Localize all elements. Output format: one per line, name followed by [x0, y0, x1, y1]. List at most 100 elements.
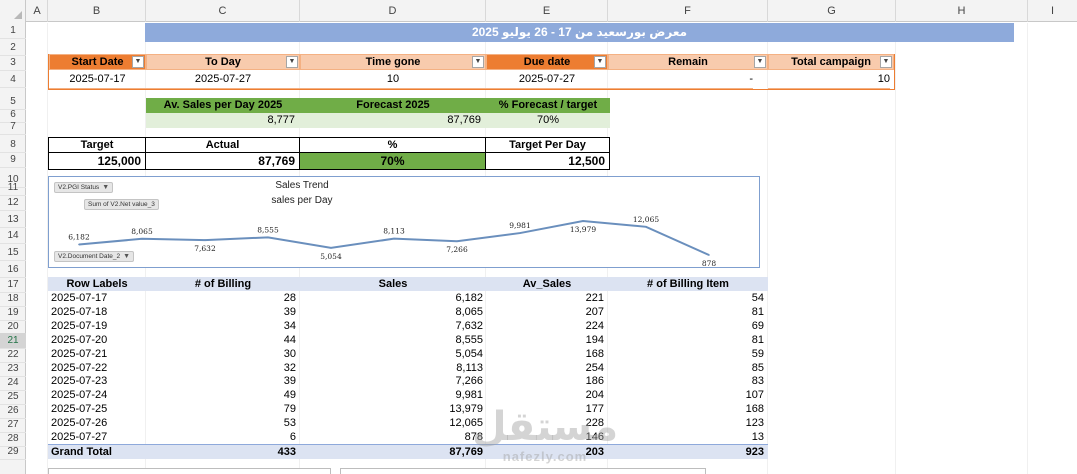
pivot-row-sales[interactable]: 8,065 [455, 305, 483, 318]
row-header-12[interactable]: 12 [0, 195, 26, 211]
grand-total-billing-item[interactable]: 923 [745, 446, 764, 458]
pivot-row-billing-item[interactable]: 168 [745, 403, 764, 416]
pivot-row-billing[interactable]: 79 [283, 403, 296, 416]
column-header-i[interactable]: I [1050, 5, 1055, 17]
pivot-row-billing-item[interactable]: 13 [751, 431, 764, 443]
filter-dropdown-icon[interactable]: ▼ [594, 56, 606, 68]
column-header-b[interactable]: B [48, 0, 146, 22]
actual-value[interactable]: 87,769 [145, 152, 300, 170]
row-header-22[interactable]: 22 [0, 347, 26, 363]
pivot-row-sales[interactable]: 7,266 [455, 375, 483, 388]
column-header-d[interactable]: D [300, 0, 486, 22]
pivot-row-date[interactable]: 2025-07-25 [51, 403, 108, 416]
pivot-row-billing-item[interactable]: 85 [751, 361, 764, 374]
column-header-e[interactable]: E [486, 0, 608, 22]
pivot-row-date[interactable]: 2025-07-24 [51, 389, 108, 402]
pivot-row-sales[interactable]: 9,981 [455, 389, 483, 402]
pivot-row-billing[interactable]: 30 [283, 347, 296, 360]
pivot-row-date[interactable]: 2025-07-19 [51, 319, 108, 332]
time-gone-value[interactable]: 10 [300, 70, 486, 89]
grand-total-sales[interactable]: 87,769 [449, 446, 483, 458]
row-header-11[interactable]: 11 [0, 180, 26, 196]
chart-filter-field-button[interactable]: V2.PGI Status ▼ [54, 182, 114, 193]
row-header-10[interactable]: 10 [0, 172, 26, 188]
row-header-4[interactable]: 4 [0, 72, 26, 88]
pivot-row-date[interactable]: 2025-07-27 [51, 431, 108, 443]
pivot-header-billing[interactable]: # of Billing [194, 278, 252, 290]
pivot-row-date[interactable]: 2025-07-21 [51, 347, 108, 360]
pivot-row-date[interactable]: 2025-07-18 [51, 305, 108, 318]
filter-dropdown-icon[interactable]: ▼ [754, 56, 766, 68]
column-header-f[interactable]: F [608, 0, 768, 22]
row-header-15[interactable]: 15 [0, 245, 26, 261]
row-header-2[interactable]: 2 [0, 40, 26, 56]
chart-axis-field-button[interactable]: V2.Document Date_2 ▼ [54, 251, 135, 262]
pivot-row-date[interactable]: 2025-07-20 [51, 333, 108, 346]
column-header-a[interactable]: A [27, 0, 48, 22]
row-header-23[interactable]: 23 [0, 361, 26, 377]
pivot-row-sales[interactable]: 8,555 [455, 333, 483, 346]
pivot-row-av-sales[interactable]: 177 [585, 403, 604, 416]
pivot-header-billing-item[interactable]: # of Billing Item [647, 278, 729, 290]
avg-sales-value[interactable]: 8,777 [146, 113, 300, 128]
pivot-row-sales[interactable]: 13,979 [449, 403, 483, 416]
grand-total-billing[interactable]: 433 [277, 446, 296, 458]
row-header-13[interactable]: 13 [0, 212, 26, 228]
row-header-16[interactable]: 16 [0, 262, 26, 278]
start-date-value[interactable]: 2025-07-17 [49, 70, 146, 89]
pivot-row-av-sales[interactable]: 207 [585, 305, 604, 318]
forecast-value[interactable]: 87,769 [300, 113, 486, 128]
row-header-27[interactable]: 27 [0, 417, 26, 433]
percent-value[interactable]: 70% [299, 152, 486, 170]
target-per-day-value[interactable]: 12,500 [485, 152, 610, 170]
pivot-row-billing-item[interactable]: 54 [751, 292, 764, 304]
pivot-row-sales[interactable]: 5,054 [455, 347, 483, 360]
row-header-19[interactable]: 19 [0, 305, 26, 321]
pivot-row-av-sales[interactable]: 194 [585, 333, 604, 346]
row-header-7[interactable]: 7 [0, 119, 26, 135]
pivot-row-billing-item[interactable]: 123 [745, 417, 764, 430]
pivot-row-date[interactable]: 2025-07-26 [51, 417, 108, 430]
pivot-row-billing[interactable]: 28 [283, 292, 296, 304]
pivot-row-sales[interactable]: 878 [464, 431, 483, 443]
pivot-row-billing[interactable]: 39 [283, 375, 296, 388]
pivot-row-date[interactable]: 2025-07-23 [51, 375, 108, 388]
row-header-5[interactable]: 5 [0, 94, 26, 110]
row-header-17[interactable]: 17 [0, 277, 26, 293]
row-header-21[interactable]: 21 [0, 333, 26, 349]
pivot-row-av-sales[interactable]: 186 [585, 375, 604, 388]
due-date-value[interactable]: 2025-07-27 [486, 70, 608, 89]
pivot-row-av-sales[interactable]: 224 [585, 319, 604, 332]
pivot-row-billing[interactable]: 32 [283, 361, 296, 374]
column-header-c[interactable]: C [146, 0, 300, 22]
filter-dropdown-icon[interactable]: ▼ [880, 56, 892, 68]
total-campaign-value[interactable]: 10 [768, 70, 890, 89]
pivot-header-sales[interactable]: Sales [378, 278, 408, 290]
sales-trend-chart[interactable]: V2.PGI Status ▼ Sum of V2.Net value_3 V2.… [48, 176, 760, 268]
pivot-row-billing-item[interactable]: 69 [751, 319, 764, 332]
pivot-row-av-sales[interactable]: 228 [585, 417, 604, 430]
pivot-row-billing[interactable]: 53 [283, 417, 296, 430]
pivot-row-billing[interactable]: 49 [283, 389, 296, 402]
row-header-29[interactable]: 29 [0, 444, 26, 460]
pivot-row-billing-item[interactable]: 81 [751, 305, 764, 318]
row-header-14[interactable]: 14 [0, 228, 26, 244]
pivot-row-billing-item[interactable]: 83 [751, 375, 764, 388]
pivot-row-av-sales[interactable]: 254 [585, 361, 604, 374]
pivot-row-date[interactable]: 2025-07-17 [51, 292, 108, 304]
row-header-25[interactable]: 25 [0, 389, 26, 405]
row-header-3[interactable]: 3 [0, 55, 26, 71]
row-header-28[interactable]: 28 [0, 431, 26, 447]
pivot-row-billing-item[interactable]: 107 [745, 389, 764, 402]
pivot-row-billing[interactable]: 34 [283, 319, 296, 332]
row-header-8[interactable]: 8 [0, 137, 26, 153]
pivot-row-sales[interactable]: 8,113 [456, 361, 483, 374]
column-header-h[interactable]: H [896, 0, 1028, 22]
slicer-box-right[interactable] [340, 468, 706, 474]
pivot-row-billing-item[interactable]: 81 [751, 333, 764, 346]
filter-dropdown-icon[interactable]: ▼ [472, 56, 484, 68]
row-header-18[interactable]: 18 [0, 291, 26, 307]
pivot-row-av-sales[interactable]: 146 [585, 431, 604, 443]
row-header-9[interactable]: 9 [0, 152, 26, 168]
pivot-header-av-sales[interactable]: Av_Sales [522, 278, 572, 290]
